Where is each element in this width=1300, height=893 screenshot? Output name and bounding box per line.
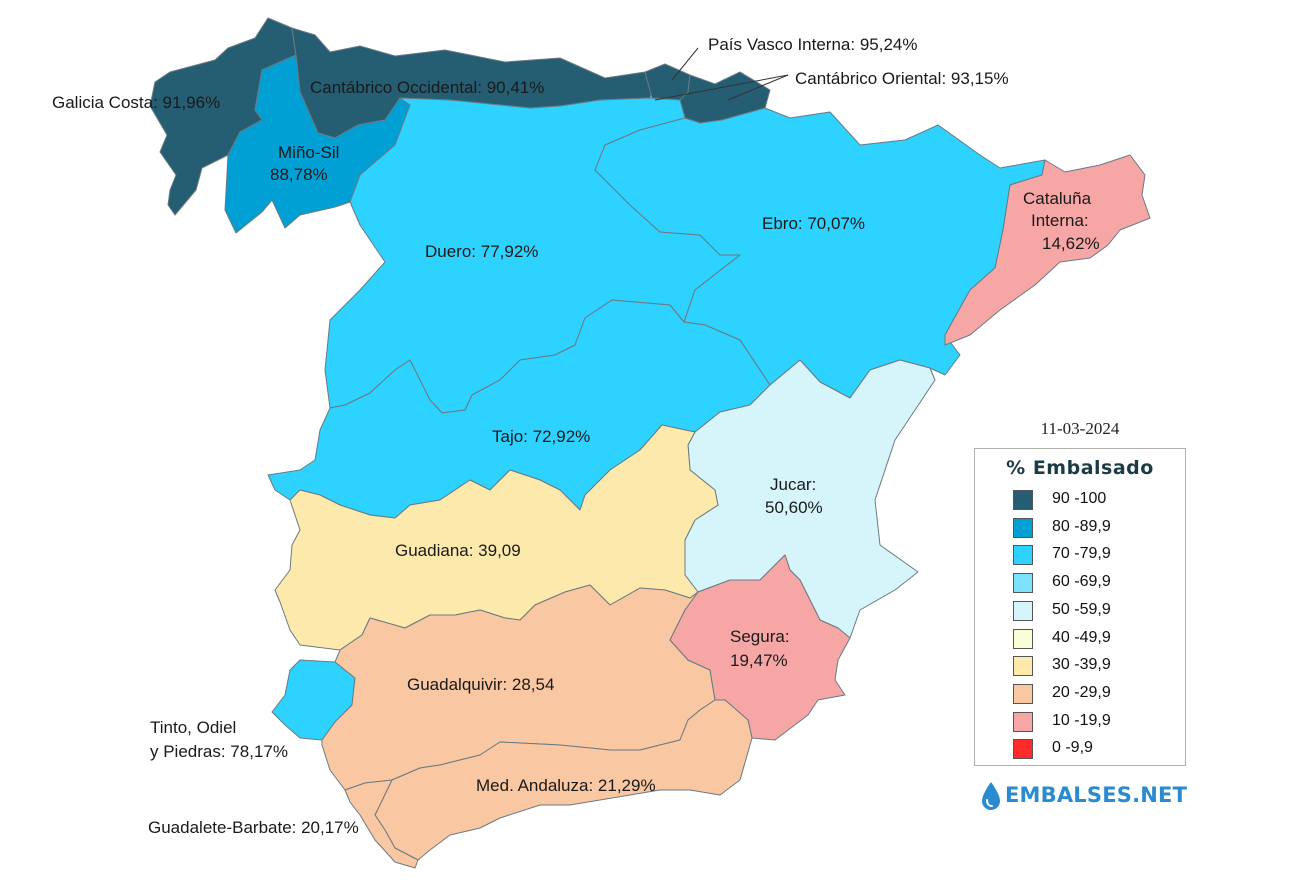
label-guadalquivir: Guadalquivir: 28,54: [407, 675, 554, 694]
legend-item: 0 -9,9: [1013, 738, 1183, 760]
legend-label: 70 -79,9: [1052, 545, 1111, 563]
legend-swatch: [1013, 628, 1033, 649]
legend-item: 30 -39,9: [1013, 655, 1183, 677]
legend-item: 70 -79,9: [1013, 544, 1183, 566]
basin-segura[interactable]: [669, 554, 851, 741]
legend-swatch: [1013, 711, 1033, 732]
label-cataluna-line1: Cataluña: [1023, 189, 1092, 208]
basin-cataluna-interna[interactable]: [944, 154, 1151, 346]
legend-swatch: [1013, 490, 1033, 510]
legend-item: 80 -89,9: [1013, 517, 1183, 539]
legend-title: % Embalsado: [1006, 457, 1154, 479]
label-med-andaluza: Med. Andaluza: 21,29%: [476, 776, 656, 795]
legend-item: 10 -19,9: [1013, 711, 1183, 733]
leader-line-cantabrico-oriental-1: [654, 74, 789, 101]
legend-label: 50 -59,9: [1052, 600, 1111, 618]
label-cantabrico-oriental: Cantábrico Oriental: 93,15%: [795, 69, 1009, 88]
legend-swatch: [1013, 739, 1033, 760]
basin-mino-sil[interactable]: [224, 54, 411, 234]
legend-item: 40 -49,9: [1013, 628, 1183, 650]
legend-label: 60 -69,9: [1052, 573, 1111, 591]
legend-label: 10 -19,9: [1052, 711, 1111, 729]
label-cataluna-value: 14,62%: [1042, 234, 1100, 253]
label-cantabrico-occidental: Cantábrico Occidental: 90,41%: [310, 78, 544, 97]
label-duero: Duero: 77,92%: [425, 242, 538, 261]
legend: % Embalsado 90 -100 80 -89,9 70 -79,9 60 -6…: [974, 448, 1186, 766]
label-mino-sil-value: 88,78%: [270, 165, 328, 184]
legend-item: 20 -29,9: [1013, 683, 1183, 705]
legend-swatch: [1013, 683, 1033, 704]
basin-guadalete-barbate[interactable]: [344, 779, 419, 869]
basin-med-andaluza[interactable]: [374, 699, 753, 861]
brand-text: EMBALSES.NET: [1005, 783, 1188, 807]
legend-swatch: [1013, 545, 1033, 566]
legend-label: 0 -9,9: [1052, 739, 1093, 757]
label-jucar-value: 50,60%: [765, 498, 823, 517]
water-drop-icon: [982, 782, 1000, 810]
legend-item: 90 -100: [1013, 489, 1183, 511]
label-guadalete-barbate: Guadalete-Barbate: 20,17%: [148, 818, 359, 837]
legend-swatch: [1013, 656, 1033, 677]
legend-swatch: [1013, 573, 1033, 594]
leader-line-cantabrico-oriental-2: [727, 74, 789, 101]
label-tinto-line2: y Piedras: 78,17%: [150, 742, 288, 761]
label-mino-sil-name: Miño-Sil: [278, 143, 339, 162]
legend-label: 30 -39,9: [1052, 656, 1111, 674]
label-tajo: Tajo: 72,92%: [492, 427, 590, 446]
legend-swatch: [1013, 517, 1033, 538]
label-jucar-name: Jucar:: [770, 475, 816, 494]
label-pais-vasco-interna: País Vasco Interna: 95,24%: [708, 35, 917, 54]
label-ebro: Ebro: 70,07%: [762, 214, 865, 233]
label-galicia-costa: Galicia Costa: 91,96%: [52, 93, 220, 112]
legend-label: 40 -49,9: [1052, 628, 1111, 646]
label-cataluna-line2: Interna:: [1031, 211, 1089, 230]
legend-swatch: [1013, 600, 1033, 621]
legend-label: 90 -100: [1052, 490, 1107, 507]
map-date: 11-03-2024: [1040, 419, 1120, 438]
legend-item: 60 -69,9: [1013, 572, 1183, 594]
leader-line-pais-vasco: [671, 47, 699, 81]
label-tinto-line1: Tinto, Odiel: [150, 718, 236, 737]
legend-label: 20 -29,9: [1052, 683, 1111, 701]
label-guadiana: Guadiana: 39,09: [395, 541, 521, 560]
legend-label: 80 -89,9: [1052, 517, 1111, 535]
label-segura-value: 19,47%: [730, 651, 788, 670]
label-segura-name: Segura:: [730, 627, 790, 646]
legend-item: 50 -59,9: [1013, 600, 1183, 622]
